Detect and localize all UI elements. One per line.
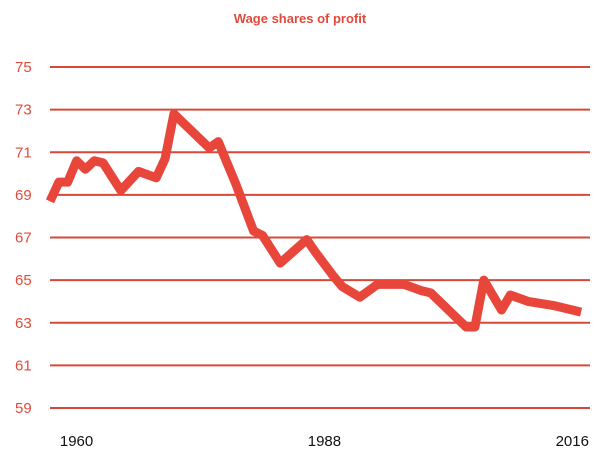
y-tick-label: 71 — [15, 144, 32, 161]
y-tick-label: 65 — [15, 272, 32, 289]
y-tick-label: 63 — [15, 315, 32, 332]
chart-title: Wage shares of profit — [234, 11, 367, 26]
series-line — [45, 109, 583, 332]
y-tick-label: 75 — [15, 59, 32, 76]
x-axis-ticks: 1960 1988 2016 — [60, 433, 589, 450]
y-tick-label: 69 — [15, 187, 32, 204]
y-tick-label: 61 — [15, 357, 32, 374]
x-tick-label: 1960 — [60, 433, 93, 450]
series-group — [45, 109, 583, 332]
grid-lines — [50, 66, 590, 409]
y-tick-label: 73 — [15, 102, 32, 119]
x-tick-label: 2016 — [556, 433, 589, 450]
y-tick-label: 59 — [15, 400, 32, 417]
y-tick-label: 67 — [15, 230, 32, 247]
y-axis-ticks: 75 73 71 69 67 65 63 61 59 — [15, 59, 32, 417]
x-tick-label: 1988 — [308, 433, 341, 450]
